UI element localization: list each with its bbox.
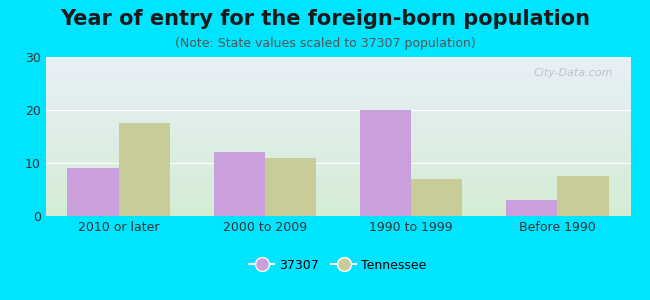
Legend: 37307, Tennessee: 37307, Tennessee <box>244 254 432 277</box>
Text: City-Data.com: City-Data.com <box>534 68 613 78</box>
Bar <box>558 176 608 216</box>
Bar <box>118 123 170 216</box>
Text: Year of entry for the foreign-born population: Year of entry for the foreign-born popul… <box>60 9 590 29</box>
Bar <box>360 110 411 216</box>
Bar <box>411 179 462 216</box>
Bar <box>68 168 118 216</box>
Bar <box>265 158 316 216</box>
Bar <box>506 200 558 216</box>
Bar <box>214 152 265 216</box>
Text: (Note: State values scaled to 37307 population): (Note: State values scaled to 37307 popu… <box>175 38 475 50</box>
